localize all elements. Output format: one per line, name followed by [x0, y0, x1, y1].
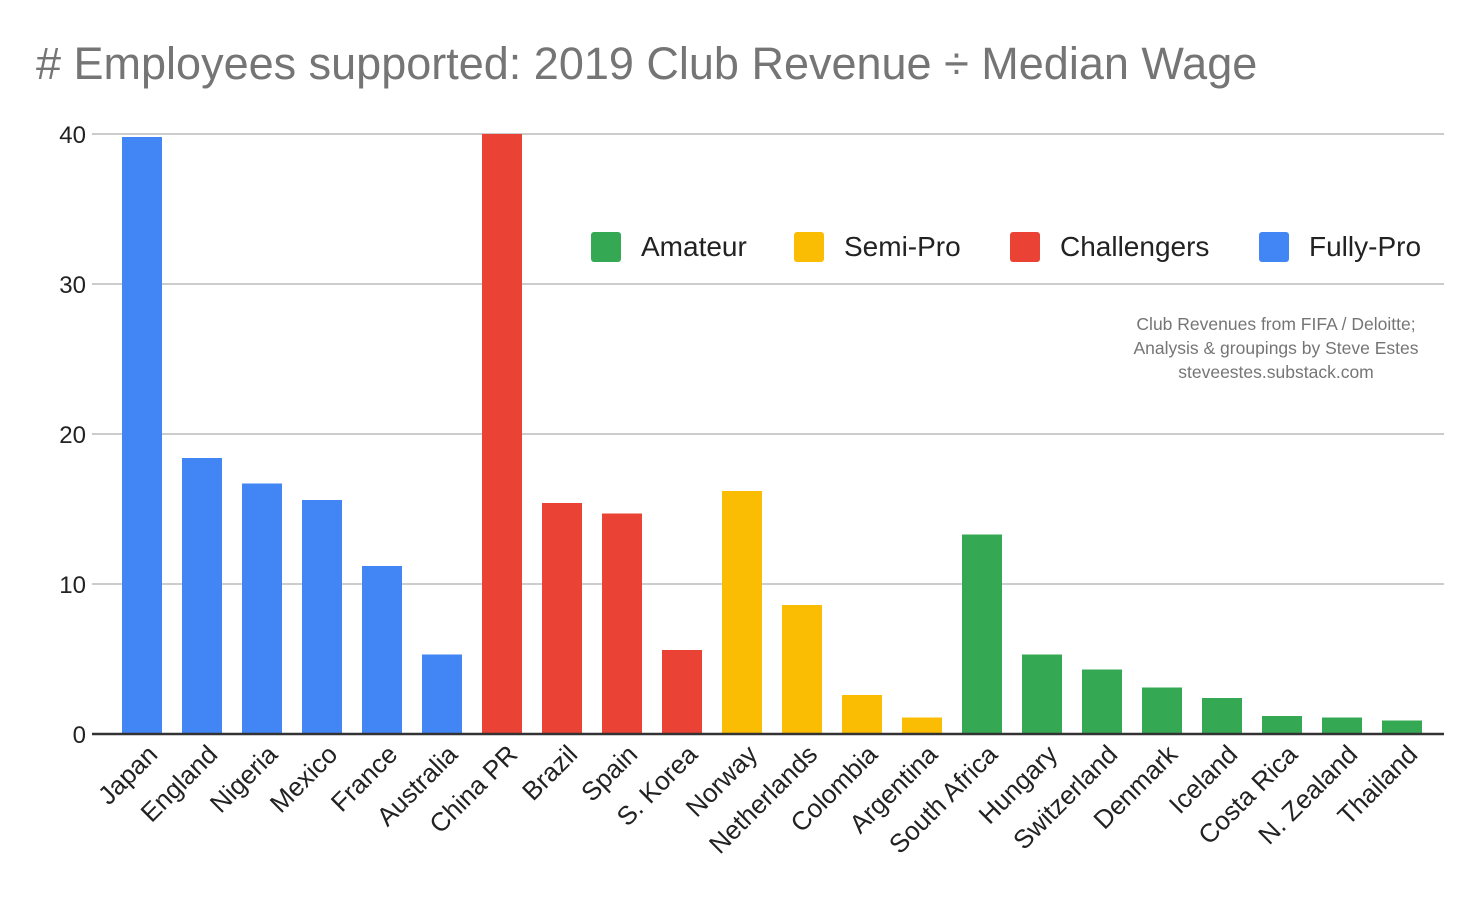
x-tick-label: Nigeria [204, 739, 284, 819]
y-tick-label: 30 [59, 272, 86, 299]
legend-swatch [794, 232, 824, 262]
bar [122, 137, 162, 734]
legend-label: Fully-Pro [1309, 231, 1421, 262]
bar [722, 491, 762, 734]
legend: Amateur Semi-Pro Challengers Fully-Pro [591, 231, 1421, 262]
bar [1202, 698, 1242, 734]
legend-swatch [1010, 232, 1040, 262]
x-tick-label: Mexico [264, 739, 343, 818]
y-tick-label: 0 [73, 722, 86, 749]
bar [242, 483, 282, 734]
bar [1262, 716, 1302, 734]
bar [902, 717, 942, 734]
chart-title: # Employees supported: 2019 Club Revenue… [36, 38, 1257, 89]
y-tick-label: 40 [59, 122, 86, 149]
bar [482, 134, 522, 734]
bar [962, 534, 1002, 734]
legend-label: Challengers [1060, 231, 1209, 262]
y-axis: 0 10 20 30 40 [59, 122, 86, 749]
legend-label: Semi-Pro [844, 231, 961, 262]
legend-swatch [591, 232, 621, 262]
source-note-line: steveestes.substack.com [1178, 362, 1374, 382]
source-note-line: Analysis & groupings by Steve Estes [1133, 338, 1418, 358]
bar [662, 650, 702, 734]
bar [1382, 720, 1422, 734]
legend-label: Amateur [641, 231, 747, 262]
bar [842, 695, 882, 734]
x-tick-label: Brazil [516, 739, 583, 806]
source-note: Club Revenues from FIFA / Deloitte; Anal… [1133, 314, 1418, 382]
bar [782, 605, 822, 734]
bar [302, 500, 342, 734]
y-tick-label: 20 [59, 422, 86, 449]
bar [182, 458, 222, 734]
x-axis: JapanEnglandNigeriaMexicoFranceAustralia… [92, 738, 1423, 859]
bars [122, 134, 1422, 734]
bar [602, 513, 642, 734]
bar [1082, 669, 1122, 734]
bar [1322, 717, 1362, 734]
bar [1022, 654, 1062, 734]
y-tick-label: 10 [59, 572, 86, 599]
bar [362, 566, 402, 734]
bar [542, 503, 582, 734]
gridlines [92, 133, 1444, 585]
bar [1142, 687, 1182, 734]
source-note-line: Club Revenues from FIFA / Deloitte; [1136, 314, 1415, 334]
legend-swatch [1259, 232, 1289, 262]
bar [422, 654, 462, 734]
